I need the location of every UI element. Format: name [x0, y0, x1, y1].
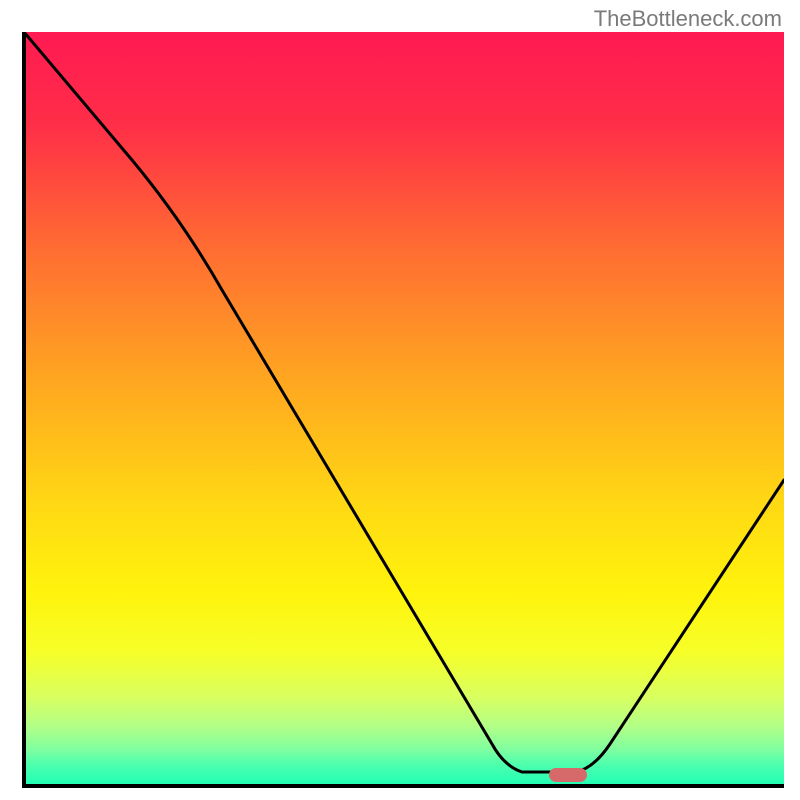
plot-area [22, 32, 784, 788]
chart-container: TheBottleneck.com [0, 0, 800, 800]
optimal-marker [549, 768, 587, 782]
gradient-background [22, 32, 784, 788]
watermark-text: TheBottleneck.com [594, 6, 782, 32]
